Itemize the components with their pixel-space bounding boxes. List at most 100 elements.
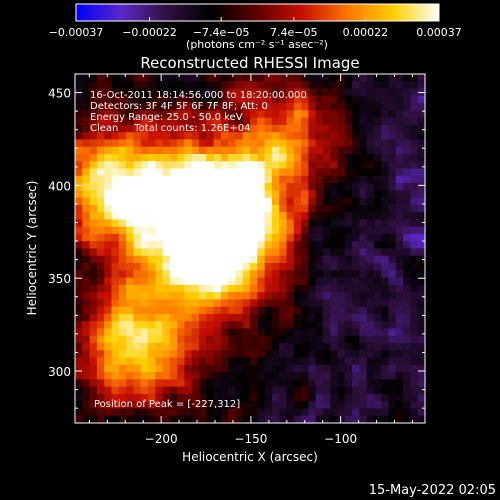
heatmap-cell xyxy=(250,241,258,250)
heatmap-cell xyxy=(264,183,273,191)
heatmap-cell xyxy=(315,183,324,191)
heatmap-cell xyxy=(235,350,244,359)
heatmap-cell xyxy=(111,233,120,242)
heatmap-cell xyxy=(330,175,339,184)
heatmap-cell xyxy=(220,313,229,322)
heatmap-cell xyxy=(89,284,98,293)
heatmap-cell xyxy=(315,364,324,373)
heatmap-cell xyxy=(96,263,105,271)
heatmap-cell xyxy=(352,212,360,221)
heatmap-cell xyxy=(235,255,244,264)
heatmap-cell xyxy=(213,219,222,228)
heatmap-cell xyxy=(220,292,229,300)
heatmap-cell xyxy=(279,364,288,373)
heatmap-cell xyxy=(235,124,244,133)
heatmap-cell xyxy=(118,168,127,177)
heatmap-cell xyxy=(155,183,164,191)
heatmap-cell xyxy=(301,146,309,155)
heatmap-cell xyxy=(257,146,266,155)
heatmap-cell xyxy=(352,393,360,402)
heatmap-cell xyxy=(147,175,156,184)
heatmap-cell xyxy=(322,124,331,133)
heatmap-cell xyxy=(381,153,390,162)
heatmap-cell xyxy=(198,415,207,424)
heatmap-cell xyxy=(162,81,171,90)
heatmap-cell xyxy=(111,190,120,199)
heatmap-cell xyxy=(235,415,244,424)
heatmap-cell xyxy=(279,74,288,82)
heatmap-cell xyxy=(250,175,258,184)
heatmap-cell xyxy=(89,270,98,279)
heatmap-cell xyxy=(322,204,331,213)
heatmap-cell xyxy=(344,357,353,366)
heatmap-cell xyxy=(352,401,360,410)
heatmap-cell xyxy=(337,357,346,366)
heatmap-cell xyxy=(271,350,280,359)
heatmap-cell xyxy=(344,124,353,133)
heatmap-cell xyxy=(228,401,237,410)
heatmap-cell xyxy=(264,364,273,373)
heatmap-cell xyxy=(206,161,215,170)
heatmap-cell xyxy=(111,212,120,221)
heatmap-cell xyxy=(96,74,105,82)
heatmap-cell xyxy=(198,372,207,380)
heatmap-cell xyxy=(352,146,360,155)
heatmap-cell xyxy=(147,379,156,388)
heatmap-cell xyxy=(191,292,200,300)
heatmap-cell xyxy=(322,415,331,424)
heatmap-cell xyxy=(96,270,105,279)
heatmap-cell xyxy=(206,212,215,221)
heatmap-cell xyxy=(286,393,295,402)
heatmap-cell xyxy=(228,153,237,162)
heatmap-cell xyxy=(140,88,149,97)
heatmap-cell xyxy=(373,299,382,308)
heatmap-cell xyxy=(184,328,193,337)
heatmap-cell xyxy=(184,401,193,410)
heatmap-cell xyxy=(344,328,353,337)
heatmap-cell xyxy=(293,183,302,191)
heatmap-cell xyxy=(417,124,426,133)
heatmap-cell xyxy=(220,110,229,119)
heatmap-cell xyxy=(293,415,302,424)
heatmap-cell xyxy=(162,241,171,250)
heatmap-cell xyxy=(381,233,390,242)
heatmap-cell xyxy=(155,270,164,279)
heatmap-cell xyxy=(344,270,353,279)
heatmap-cell xyxy=(220,212,229,221)
heatmap-cell xyxy=(344,161,353,170)
heatmap-cell xyxy=(373,350,382,359)
heatmap-cell xyxy=(220,81,229,90)
heatmap-cell xyxy=(191,117,200,126)
heatmap-cell xyxy=(140,204,149,213)
heatmap-cell xyxy=(366,379,375,388)
heatmap-cell xyxy=(250,401,258,410)
colorbar-tick-label: 7.4e−05 xyxy=(270,26,317,39)
heatmap-cell xyxy=(381,284,390,293)
heatmap-cell xyxy=(126,204,134,213)
heatmap-cell xyxy=(104,74,113,82)
heatmap-cell xyxy=(242,95,251,104)
heatmap-cell xyxy=(271,219,280,228)
heatmap-cell xyxy=(206,117,215,126)
heatmap-cell xyxy=(140,124,149,133)
heatmap-cell xyxy=(337,321,346,330)
heatmap-cell xyxy=(191,124,200,133)
heatmap-cell xyxy=(155,212,164,221)
heatmap-cell xyxy=(410,95,419,104)
heatmap-cell xyxy=(82,95,91,104)
heatmap-cell xyxy=(301,110,309,119)
heatmap-cell xyxy=(242,408,251,417)
heatmap-cell xyxy=(366,270,375,279)
heatmap-cell xyxy=(75,110,83,119)
heatmap-cell xyxy=(250,408,258,417)
heatmap-cell xyxy=(133,95,142,104)
heatmap-cell xyxy=(118,270,127,279)
heatmap-cell xyxy=(352,88,360,97)
heatmap-cell xyxy=(381,415,390,424)
heatmap-cell xyxy=(388,335,397,344)
heatmap-cell xyxy=(322,379,331,388)
heatmap-cell xyxy=(264,328,273,337)
heatmap-cell xyxy=(133,357,142,366)
heatmap-cell xyxy=(198,364,207,373)
heatmap-cell xyxy=(279,132,288,141)
